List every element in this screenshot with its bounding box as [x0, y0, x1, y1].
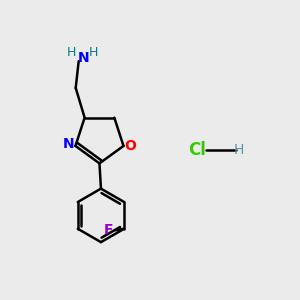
Text: F: F [104, 223, 113, 237]
Text: Cl: Cl [189, 141, 206, 159]
Text: N: N [77, 51, 89, 65]
Text: H: H [67, 46, 76, 59]
Text: N: N [63, 137, 75, 152]
Text: O: O [124, 139, 136, 153]
Text: H: H [89, 46, 98, 59]
Text: H: H [234, 143, 244, 157]
